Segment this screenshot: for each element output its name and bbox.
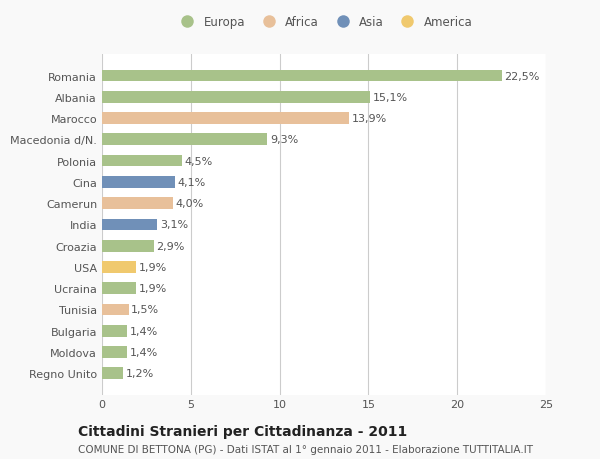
Bar [102,198,173,209]
Text: 1,9%: 1,9% [139,284,167,294]
Bar [102,368,124,379]
Text: 4,5%: 4,5% [185,156,213,166]
Bar [102,325,127,337]
Text: 1,2%: 1,2% [126,369,154,379]
Text: 1,4%: 1,4% [130,347,158,357]
Text: 1,9%: 1,9% [139,263,167,272]
Bar [102,219,157,231]
Bar [102,262,136,273]
Text: 3,1%: 3,1% [160,220,188,230]
Bar [102,177,175,188]
Text: 4,1%: 4,1% [178,178,206,187]
Bar [102,347,127,358]
Bar [102,134,267,146]
Bar [102,113,349,125]
Text: 15,1%: 15,1% [373,93,408,102]
Text: 13,9%: 13,9% [352,114,387,124]
Legend: Europa, Africa, Asia, America: Europa, Africa, Asia, America [173,13,475,31]
Text: 22,5%: 22,5% [504,71,539,81]
Text: 2,9%: 2,9% [156,241,185,251]
Bar [102,71,502,82]
Text: 4,0%: 4,0% [176,199,204,209]
Bar [102,92,370,103]
Text: Cittadini Stranieri per Cittadinanza - 2011: Cittadini Stranieri per Cittadinanza - 2… [78,425,407,438]
Bar [102,156,182,167]
Bar [102,304,128,316]
Bar [102,283,136,294]
Bar [102,241,154,252]
Text: COMUNE DI BETTONA (PG) - Dati ISTAT al 1° gennaio 2011 - Elaborazione TUTTITALIA: COMUNE DI BETTONA (PG) - Dati ISTAT al 1… [78,444,533,454]
Text: 1,4%: 1,4% [130,326,158,336]
Text: 9,3%: 9,3% [270,135,298,145]
Text: 1,5%: 1,5% [131,305,160,315]
